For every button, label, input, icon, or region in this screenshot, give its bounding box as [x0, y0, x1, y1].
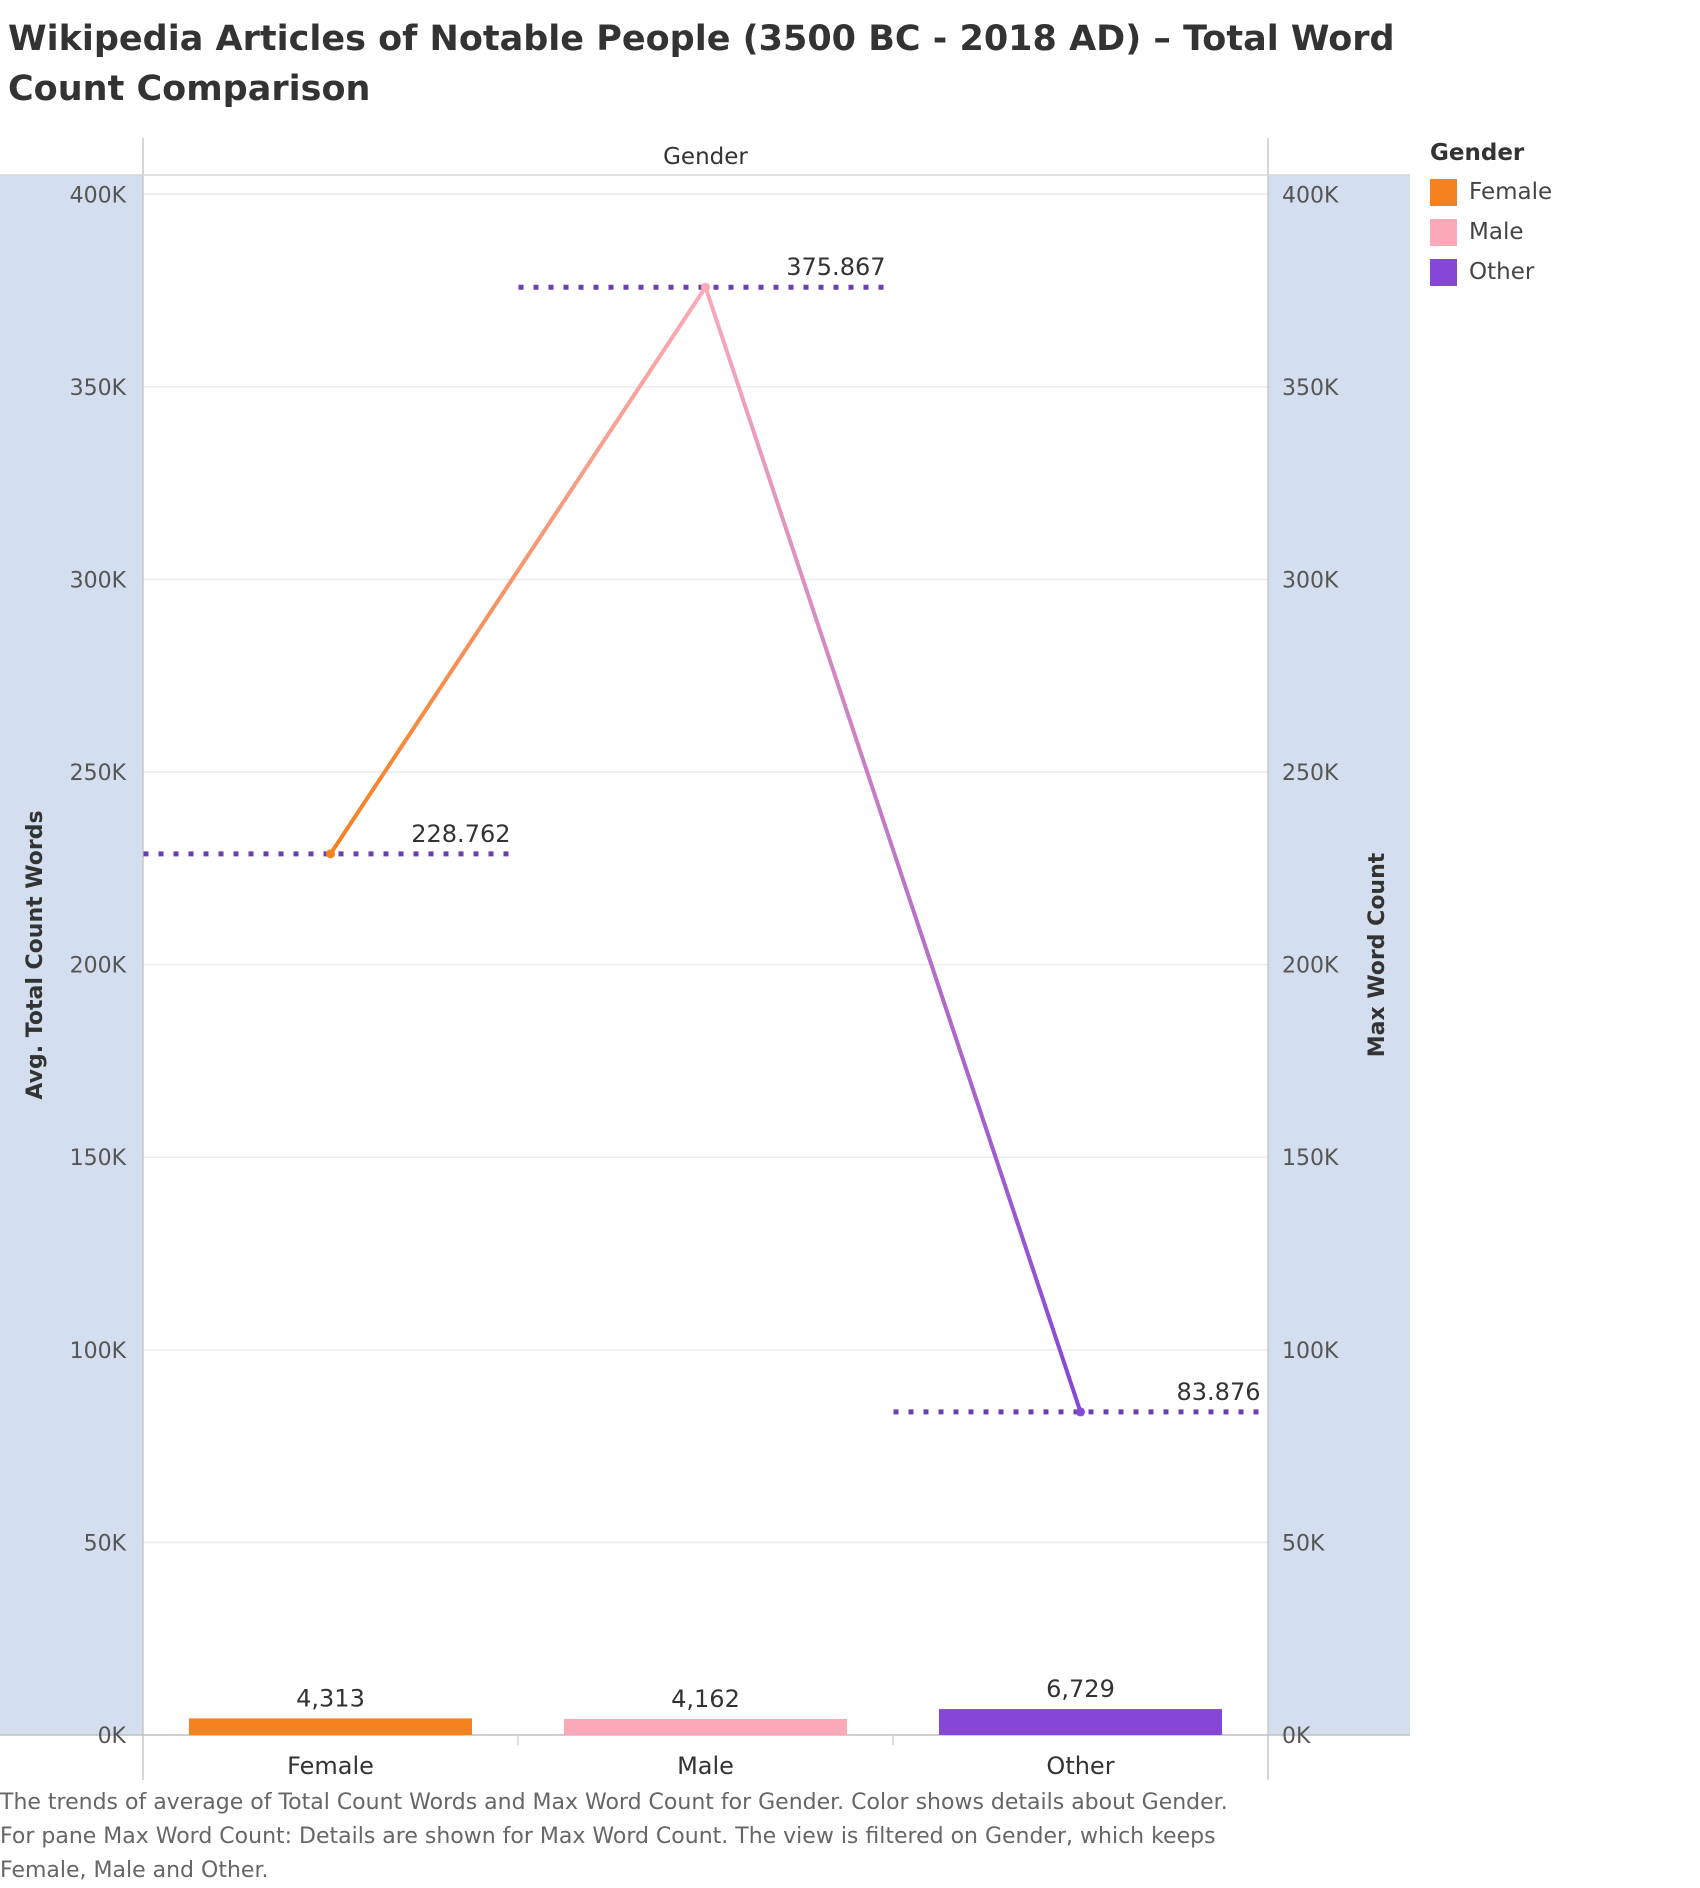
right-tick-label: 300K — [1282, 568, 1339, 593]
line-point-female — [326, 849, 335, 859]
line-data-label: 375.867 — [786, 253, 885, 281]
y-axis-right-label: Max Word Count — [1365, 852, 1390, 1057]
legend-label-female: Female — [1469, 179, 1553, 205]
legend-swatch-female — [1430, 178, 1457, 206]
right-tick-label: 100K — [1282, 1339, 1339, 1364]
legend: Gender Female Male Other — [1430, 140, 1552, 292]
line-point-other — [1076, 1407, 1085, 1417]
x-tick-label: Other — [1046, 1752, 1114, 1780]
legend-title: Gender — [1430, 140, 1525, 166]
right-axis-band — [1268, 175, 1410, 1735]
left-tick-label: 100K — [70, 1339, 127, 1364]
line-data-label: 228.762 — [411, 820, 510, 848]
right-tick-label: 150K — [1282, 1146, 1339, 1171]
line-data-label: 83.876 — [1177, 1378, 1261, 1406]
bar-female — [189, 1718, 472, 1735]
line-segment — [328, 285, 708, 856]
left-tick-label: 250K — [70, 761, 127, 786]
chart-title: Wikipedia Articles of Notable People (35… — [8, 19, 1395, 109]
x-tick-label: Male — [677, 1752, 734, 1780]
right-tick-label: 400K — [1282, 183, 1339, 208]
left-axis-band — [0, 175, 143, 1735]
left-tick-label: 50K — [84, 1531, 127, 1556]
legend-item-male[interactable]: Male — [1430, 212, 1552, 252]
right-tick-label: 250K — [1282, 761, 1339, 786]
left-tick-label: 400K — [70, 183, 127, 208]
right-tick-label: 200K — [1282, 954, 1339, 979]
legend-label-male: Male — [1469, 219, 1524, 245]
legend-item-other[interactable]: Other — [1430, 252, 1552, 292]
left-tick-label: 150K — [70, 1146, 127, 1171]
legend-swatch-male — [1430, 218, 1457, 246]
bar-data-label: 4,313 — [296, 1684, 365, 1712]
combo-chart: Gender 4,313 4,162 6,729 228.762 375.867 83.8… — [0, 138, 1410, 1780]
bar-other — [939, 1709, 1222, 1735]
left-tick-label: 350K — [70, 376, 127, 401]
bar-data-label: 4,162 — [671, 1685, 740, 1713]
legend-swatch-other — [1430, 258, 1457, 286]
line-segment — [703, 285, 1083, 1414]
x-tick-label: Female — [287, 1752, 374, 1780]
left-tick-label: 200K — [70, 954, 127, 979]
bar-male — [564, 1718, 847, 1735]
bar-data-label: 6,729 — [1046, 1675, 1115, 1703]
chart-caption: The trends of average of Total Count Wor… — [0, 1790, 1228, 1883]
right-tick-label: 50K — [1282, 1531, 1325, 1556]
right-tick-label: 350K — [1282, 376, 1339, 401]
line-point-male — [701, 282, 710, 292]
left-tick-label: 0K — [98, 1724, 127, 1749]
y-axis-left-label: Avg. Total Count Words — [23, 810, 48, 1099]
right-tick-label: 0K — [1282, 1724, 1311, 1749]
left-tick-label: 300K — [70, 568, 127, 593]
column-header: Gender — [663, 144, 748, 170]
legend-label-other: Other — [1469, 259, 1535, 285]
legend-item-female[interactable]: Female — [1430, 172, 1552, 212]
